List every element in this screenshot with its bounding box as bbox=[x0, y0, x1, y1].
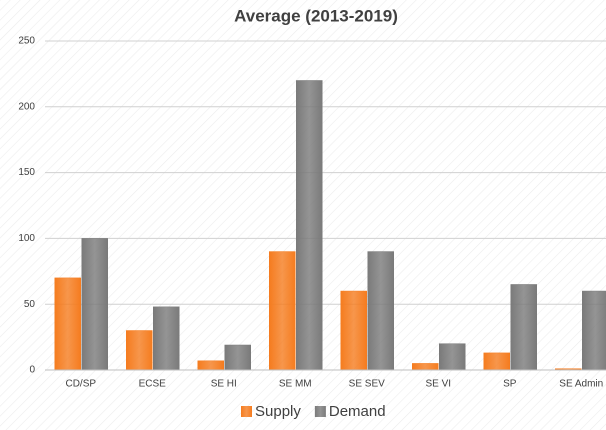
bar bbox=[483, 352, 510, 371]
bar bbox=[367, 251, 394, 371]
bar bbox=[340, 290, 367, 371]
legend-label: Supply bbox=[255, 403, 301, 420]
x-tick-label: SE HI bbox=[211, 379, 237, 390]
x-tick-label: SP bbox=[503, 379, 517, 390]
chart-title: Average (2013-2019) bbox=[234, 6, 398, 25]
bar bbox=[510, 284, 537, 371]
x-tick-label: ECSE bbox=[139, 379, 167, 390]
x-tick-label: SE MM bbox=[279, 379, 312, 390]
y-tick-label: 250 bbox=[18, 36, 35, 47]
x-tick-label: SE SEV bbox=[349, 379, 385, 390]
x-tick-label: SE Admin bbox=[559, 379, 603, 390]
bar bbox=[296, 80, 323, 371]
x-tick-label: SE VI bbox=[425, 379, 451, 390]
bar bbox=[126, 330, 153, 371]
x-tick-label: CD/SP bbox=[65, 379, 96, 390]
legend-label: Demand bbox=[329, 403, 386, 420]
bar bbox=[269, 251, 296, 371]
legend-swatch bbox=[314, 406, 326, 417]
bar bbox=[153, 306, 180, 371]
y-tick-label: 200 bbox=[18, 101, 35, 112]
legend-swatch bbox=[241, 406, 252, 417]
y-tick-label: 150 bbox=[18, 167, 35, 178]
y-tick-label: 0 bbox=[29, 365, 35, 376]
bar bbox=[224, 344, 251, 371]
y-tick-label: 50 bbox=[24, 299, 36, 310]
bar bbox=[54, 277, 81, 371]
bar bbox=[582, 290, 606, 371]
bar bbox=[439, 343, 466, 371]
bar bbox=[81, 238, 108, 371]
bar bbox=[197, 360, 224, 371]
bar bbox=[412, 363, 439, 371]
y-tick-label: 100 bbox=[18, 233, 35, 244]
